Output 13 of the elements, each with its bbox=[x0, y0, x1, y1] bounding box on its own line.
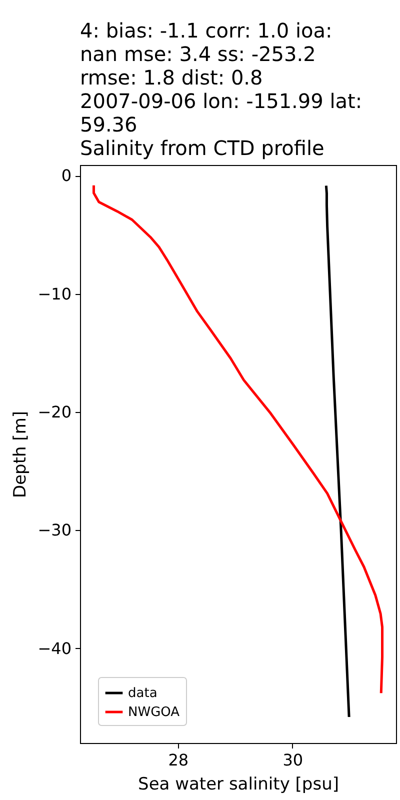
x-axis-title: Sea water salinity [psu] bbox=[138, 774, 339, 794]
x-tick-label: 28 bbox=[168, 750, 189, 770]
y-axis-title: Depth [m] bbox=[10, 410, 31, 498]
y-tick-label: −20 bbox=[38, 402, 72, 422]
chart-title: 4: bias: -1.1 corr: 1.0 ioa: nan mse: 3.4 ss: -253.2 rmse: 1.8 dist: 0.8 2007-09-06 lon: -151.99 lat: 59.36 Salinity from CTD profile bbox=[80, 18, 362, 160]
y-tick-label: 0 bbox=[61, 166, 72, 186]
y-tick-label: −30 bbox=[38, 520, 72, 540]
y-tick-label: −10 bbox=[38, 284, 72, 304]
legend-label: data bbox=[128, 686, 158, 701]
legend-label: NWGOA bbox=[128, 705, 180, 720]
line-series bbox=[324, 184, 350, 718]
y-tick-label: −40 bbox=[38, 638, 72, 658]
x-tick-label: 30 bbox=[282, 750, 304, 770]
